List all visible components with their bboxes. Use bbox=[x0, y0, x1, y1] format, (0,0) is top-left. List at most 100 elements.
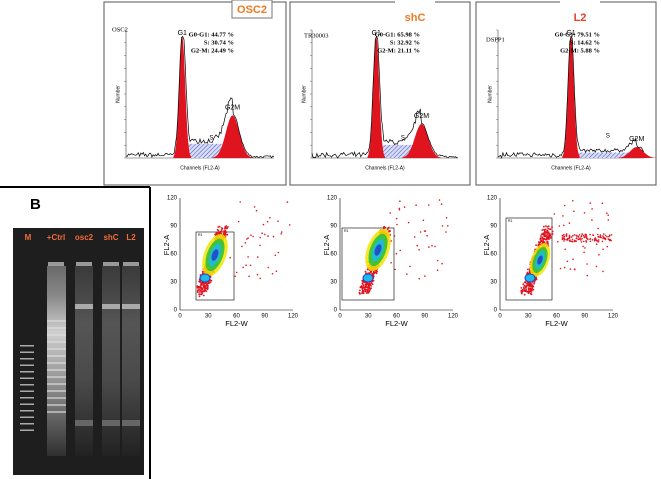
event bbox=[563, 237, 565, 240]
event bbox=[202, 285, 205, 287]
event bbox=[551, 233, 554, 235]
band bbox=[47, 411, 66, 413]
event bbox=[563, 204, 566, 207]
ladder-band bbox=[20, 351, 34, 353]
event bbox=[607, 214, 609, 216]
event bbox=[210, 279, 213, 282]
event bbox=[602, 235, 604, 237]
event bbox=[539, 238, 542, 241]
event bbox=[609, 239, 611, 241]
stat: G0-G1: 65.98 % bbox=[375, 31, 420, 38]
event bbox=[546, 230, 548, 232]
event bbox=[571, 240, 574, 243]
event bbox=[601, 240, 604, 243]
ladder-band bbox=[20, 384, 34, 386]
event bbox=[426, 234, 428, 237]
event bbox=[533, 282, 535, 285]
y-tick-label: 120 bbox=[487, 196, 498, 202]
event bbox=[272, 235, 275, 238]
band bbox=[47, 397, 66, 399]
event bbox=[252, 235, 254, 238]
event bbox=[277, 251, 280, 254]
x-axis-label: Channels (FL2-A) bbox=[180, 165, 220, 171]
event bbox=[580, 235, 582, 238]
event bbox=[535, 244, 537, 247]
event bbox=[586, 274, 589, 277]
event bbox=[217, 229, 220, 232]
event bbox=[375, 272, 378, 275]
event bbox=[403, 206, 406, 208]
event bbox=[196, 290, 199, 293]
event bbox=[407, 221, 410, 224]
event bbox=[565, 235, 568, 237]
ladder-band bbox=[20, 397, 34, 399]
band bbox=[47, 327, 66, 329]
event bbox=[447, 225, 449, 227]
y-tick-label: 60 bbox=[170, 252, 177, 258]
event bbox=[541, 240, 544, 243]
event bbox=[239, 201, 241, 203]
event bbox=[601, 202, 604, 204]
gate bbox=[505, 217, 553, 301]
ladder-band bbox=[20, 410, 34, 412]
event bbox=[418, 249, 420, 251]
density bbox=[199, 273, 211, 283]
event bbox=[540, 233, 543, 236]
event bbox=[259, 277, 262, 280]
histogram-outline bbox=[311, 35, 459, 159]
gate bbox=[195, 231, 235, 301]
event bbox=[543, 233, 546, 236]
event bbox=[227, 226, 229, 228]
event bbox=[398, 207, 401, 210]
event bbox=[585, 240, 587, 242]
event bbox=[393, 235, 396, 237]
event bbox=[599, 235, 602, 237]
g1-peak bbox=[367, 36, 385, 158]
event bbox=[572, 234, 574, 237]
event bbox=[543, 241, 546, 243]
event bbox=[543, 225, 545, 228]
event bbox=[572, 258, 574, 261]
event bbox=[267, 235, 269, 237]
event bbox=[532, 288, 535, 291]
event bbox=[234, 275, 236, 278]
event bbox=[261, 232, 263, 234]
lane-smear bbox=[75, 266, 93, 456]
event bbox=[592, 234, 595, 237]
g2m-label: G2M bbox=[629, 136, 644, 143]
event bbox=[608, 235, 610, 238]
event bbox=[226, 233, 229, 236]
event bbox=[245, 264, 247, 267]
event bbox=[204, 282, 207, 285]
event bbox=[595, 243, 598, 245]
y-tick-label: 90 bbox=[490, 224, 497, 230]
band bbox=[47, 383, 66, 385]
event bbox=[568, 235, 571, 238]
event bbox=[370, 282, 373, 284]
event bbox=[521, 288, 524, 291]
ladder-band bbox=[20, 358, 34, 360]
g2m-label: G2M bbox=[225, 104, 240, 111]
event bbox=[568, 222, 571, 224]
event bbox=[274, 254, 277, 257]
x-axis-label: FL2-W bbox=[225, 319, 248, 328]
event bbox=[577, 238, 579, 241]
event bbox=[565, 233, 568, 235]
event bbox=[371, 283, 374, 286]
event bbox=[419, 231, 422, 233]
event bbox=[372, 271, 375, 273]
event bbox=[394, 268, 396, 271]
y-tick-label: 90 bbox=[170, 224, 177, 230]
event bbox=[563, 233, 565, 236]
event bbox=[600, 236, 602, 239]
event bbox=[218, 225, 221, 228]
event bbox=[395, 217, 398, 220]
event bbox=[199, 289, 202, 292]
gate-label: R1 bbox=[508, 219, 513, 223]
stat: S: 32.92 % bbox=[390, 39, 420, 46]
event bbox=[364, 290, 366, 293]
event bbox=[563, 266, 566, 269]
event bbox=[606, 245, 609, 248]
event bbox=[559, 267, 562, 270]
event bbox=[441, 262, 443, 265]
